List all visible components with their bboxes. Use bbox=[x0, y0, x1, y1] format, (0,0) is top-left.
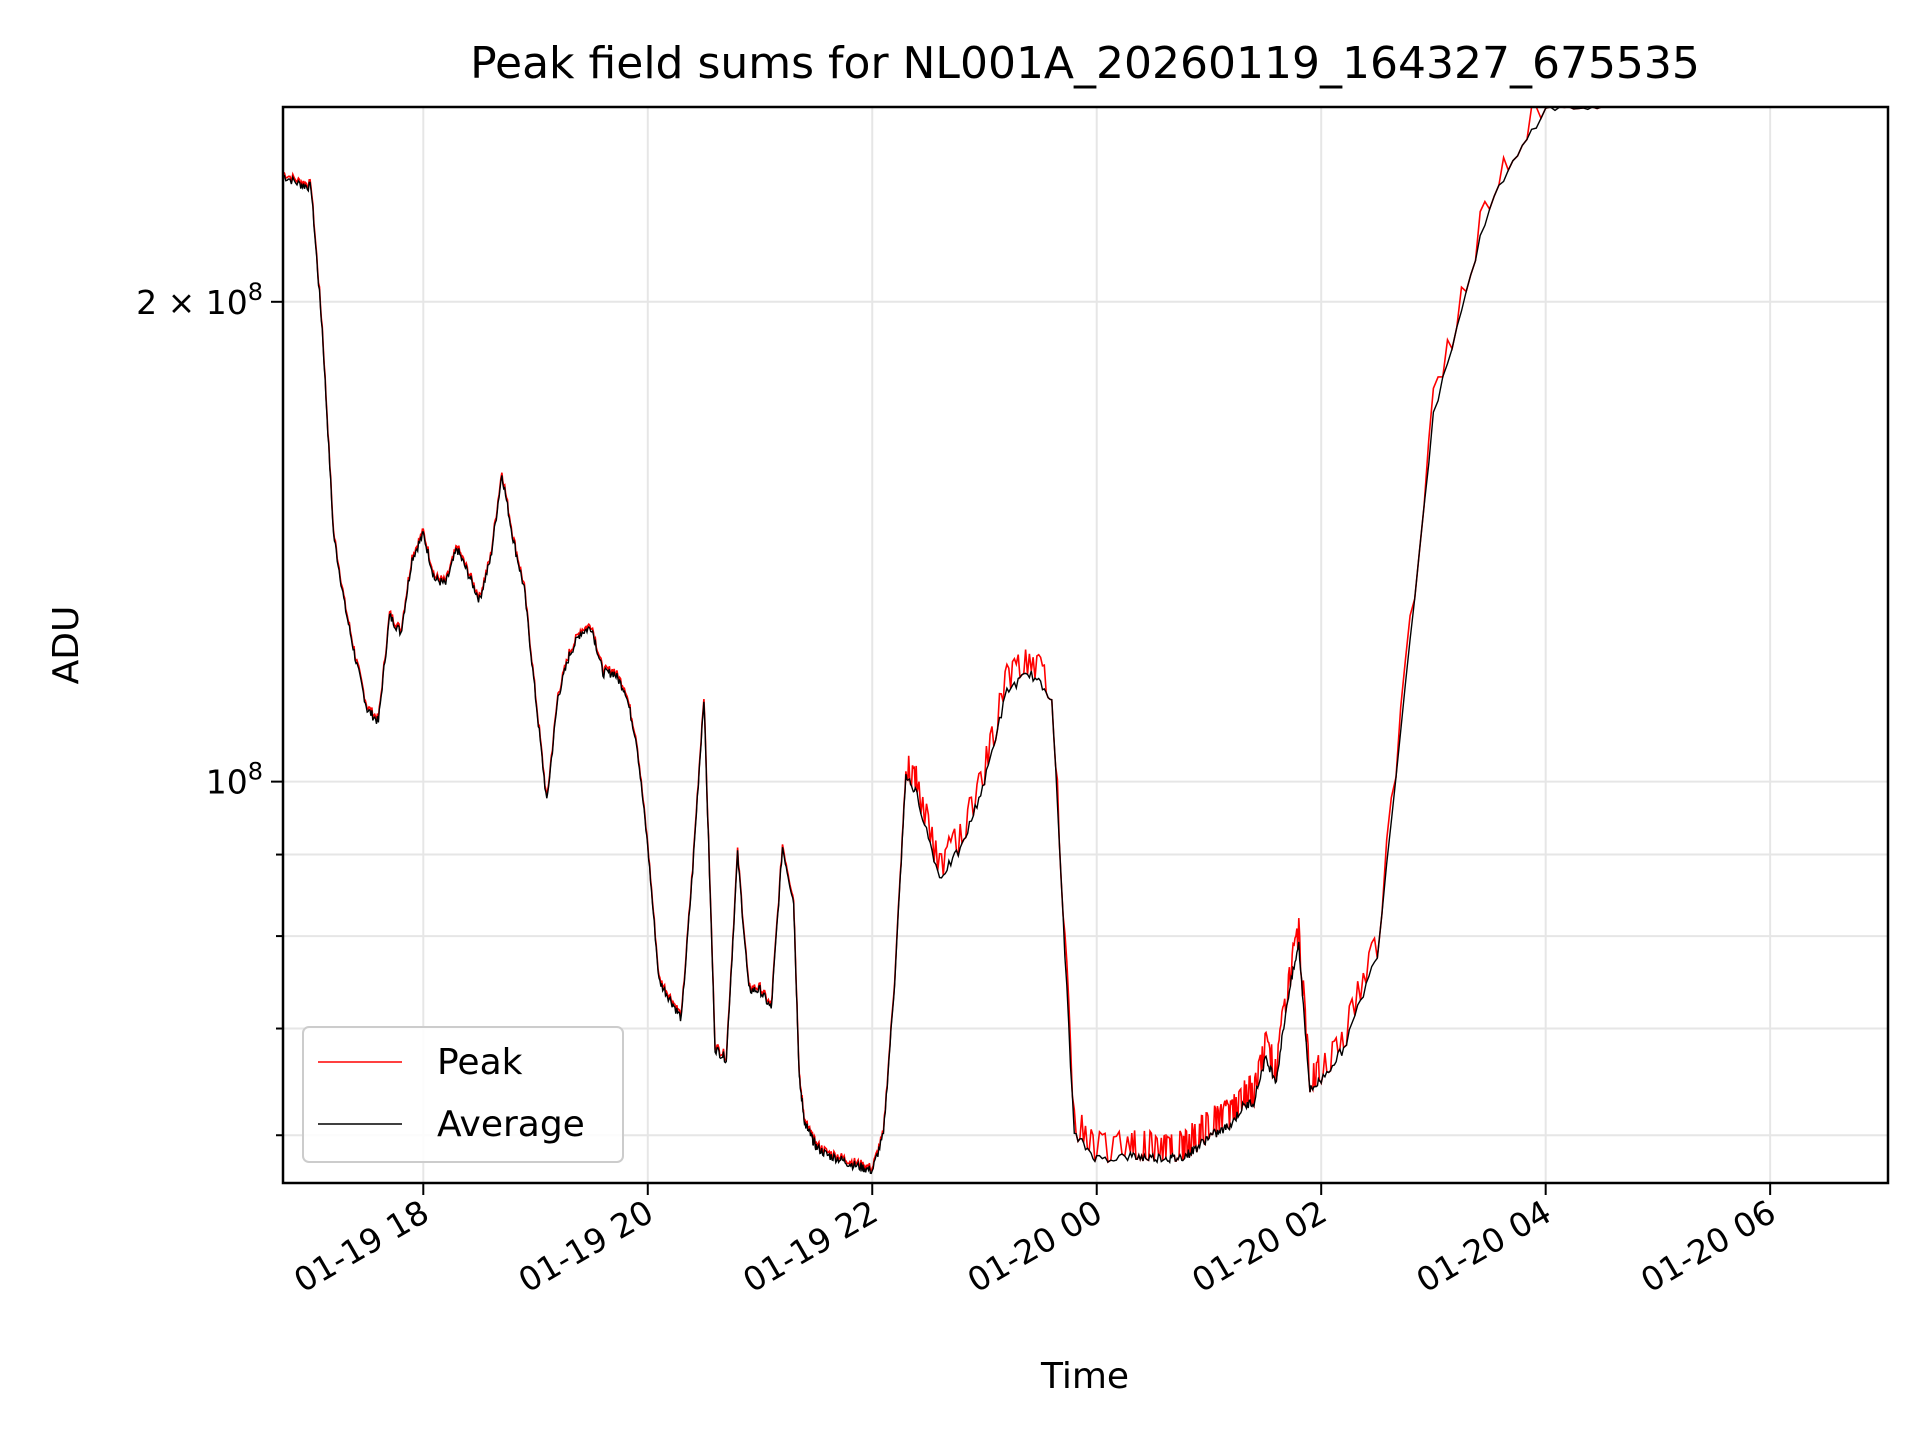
legend: Peak Average bbox=[302, 1026, 624, 1163]
y-tick-label: 108 bbox=[206, 758, 263, 802]
legend-peak-label: Peak bbox=[437, 1042, 523, 1083]
average-series-line bbox=[283, 106, 1603, 1175]
legend-box bbox=[302, 1026, 624, 1163]
x-axis-label: Time bbox=[1040, 1356, 1129, 1397]
y-tick-label: 2 × 108 bbox=[136, 278, 263, 322]
chart-title: Peak field sums for NL001A_20260119_1643… bbox=[470, 38, 1700, 89]
plot-frame bbox=[281, 105, 1890, 1185]
y-axis-label: ADU bbox=[46, 606, 87, 685]
legend-average-label: Average bbox=[437, 1104, 585, 1145]
plot-lines bbox=[282, 106, 1603, 1175]
y-axis-ticks: 108 2 × 108 bbox=[136, 278, 283, 1137]
